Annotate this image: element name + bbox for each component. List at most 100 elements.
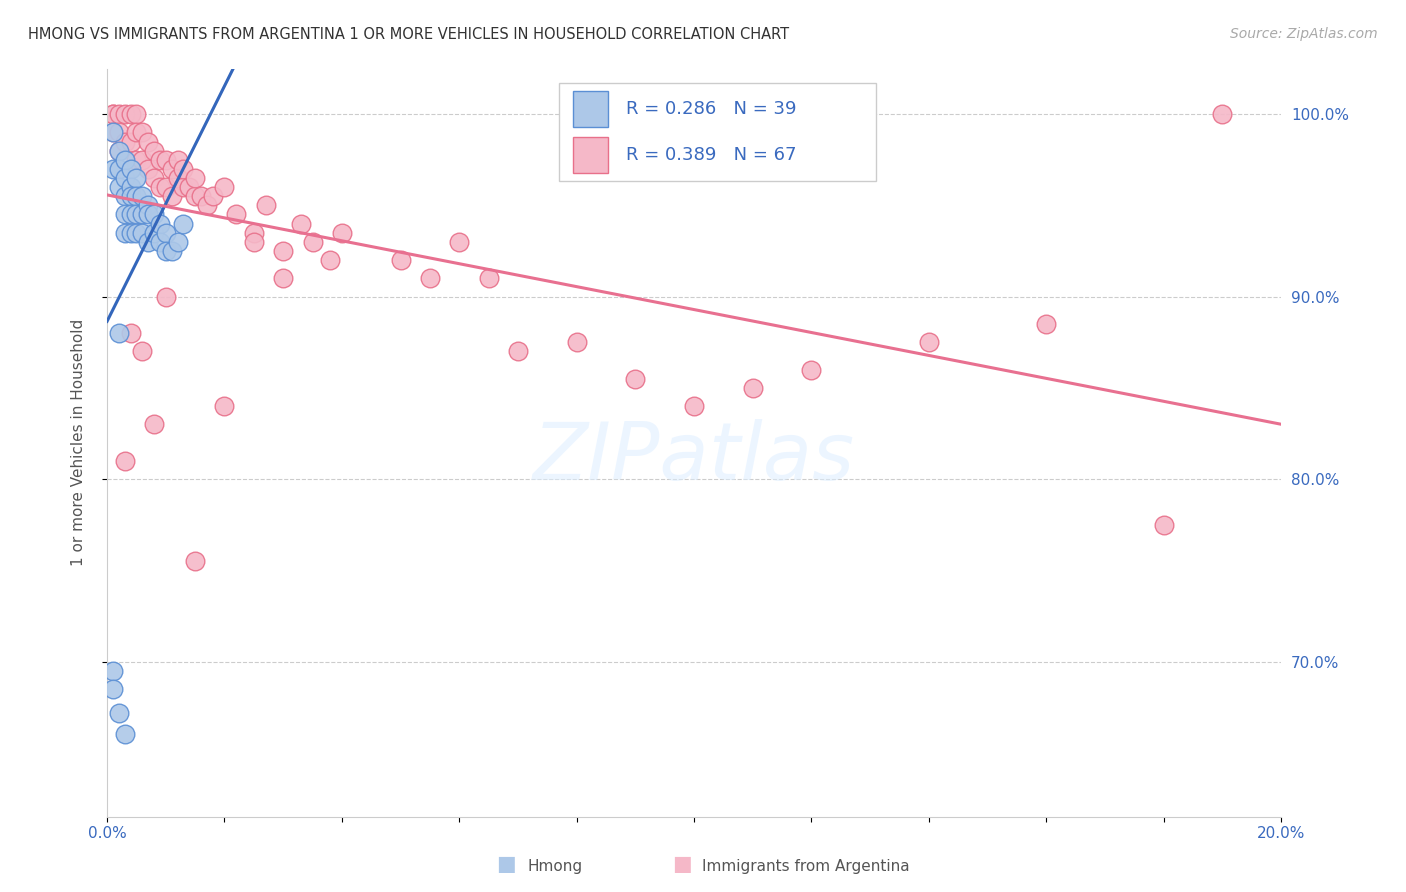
Text: Source: ZipAtlas.com: Source: ZipAtlas.com xyxy=(1230,27,1378,41)
Point xyxy=(101,125,124,139)
Point xyxy=(108,125,131,139)
Point xyxy=(918,335,941,350)
Point xyxy=(114,454,136,468)
Point xyxy=(290,217,312,231)
Point xyxy=(330,226,353,240)
Point xyxy=(136,198,159,212)
Y-axis label: 1 or more Vehicles in Household: 1 or more Vehicles in Household xyxy=(72,319,86,566)
Point xyxy=(1035,317,1057,331)
Point xyxy=(243,226,266,240)
Text: Immigrants from Argentina: Immigrants from Argentina xyxy=(702,860,910,874)
Point xyxy=(149,217,172,231)
Point xyxy=(389,253,412,268)
Point xyxy=(120,226,142,240)
Point xyxy=(160,189,183,203)
Point xyxy=(271,244,294,258)
Point xyxy=(114,207,136,221)
Point xyxy=(101,161,124,176)
Point xyxy=(190,189,212,203)
Text: ZIPatlas: ZIPatlas xyxy=(533,418,855,497)
Point xyxy=(125,125,148,139)
Text: R = 0.286   N = 39: R = 0.286 N = 39 xyxy=(626,100,796,119)
Point xyxy=(179,180,201,194)
Point xyxy=(131,344,153,359)
Point xyxy=(101,664,124,678)
Point xyxy=(101,125,124,139)
Point xyxy=(108,161,131,176)
Point xyxy=(136,207,159,221)
Point xyxy=(143,144,166,158)
Point xyxy=(254,198,277,212)
Point xyxy=(143,171,166,186)
Point xyxy=(172,180,194,194)
Point xyxy=(155,180,177,194)
Point xyxy=(136,135,159,149)
Point xyxy=(243,235,266,249)
Point xyxy=(201,189,224,203)
Point xyxy=(160,244,183,258)
Point xyxy=(136,161,159,176)
Point xyxy=(1153,517,1175,532)
Point xyxy=(506,344,529,359)
Point xyxy=(114,189,136,203)
Point xyxy=(131,125,153,139)
Point xyxy=(301,235,323,249)
Point xyxy=(149,153,172,167)
FancyBboxPatch shape xyxy=(574,137,609,173)
Point xyxy=(449,235,471,249)
Point xyxy=(166,235,188,249)
Point xyxy=(120,207,142,221)
Point xyxy=(125,207,148,221)
Point xyxy=(108,107,131,121)
Point xyxy=(155,244,177,258)
Point xyxy=(143,417,166,432)
Point xyxy=(131,153,153,167)
Point xyxy=(114,226,136,240)
Point xyxy=(478,271,501,285)
Point xyxy=(166,171,188,186)
Text: Hmong: Hmong xyxy=(527,860,582,874)
Text: R = 0.389   N = 67: R = 0.389 N = 67 xyxy=(626,146,796,164)
Point xyxy=(108,144,131,158)
Point xyxy=(172,217,194,231)
Point xyxy=(108,180,131,194)
Point xyxy=(101,107,124,121)
Point xyxy=(114,727,136,741)
Point xyxy=(131,207,153,221)
Point xyxy=(624,372,647,386)
Point xyxy=(149,235,172,249)
Point xyxy=(565,335,588,350)
Point xyxy=(101,107,124,121)
Point xyxy=(125,171,148,186)
Point xyxy=(155,153,177,167)
Point xyxy=(120,180,142,194)
Point xyxy=(120,326,142,340)
Point xyxy=(125,189,148,203)
Point xyxy=(120,107,142,121)
Point xyxy=(125,226,148,240)
Point xyxy=(160,161,183,176)
Point xyxy=(125,107,148,121)
Point xyxy=(741,381,763,395)
Point xyxy=(131,189,153,203)
Point xyxy=(195,198,218,212)
Point xyxy=(184,189,207,203)
Point xyxy=(184,171,207,186)
Point xyxy=(319,253,342,268)
Point xyxy=(1211,107,1233,121)
Point xyxy=(120,189,142,203)
Point xyxy=(271,271,294,285)
Point xyxy=(419,271,441,285)
Text: ■: ■ xyxy=(496,854,516,873)
Point xyxy=(114,153,136,167)
Point xyxy=(114,171,136,186)
Point xyxy=(108,326,131,340)
Point xyxy=(149,180,172,194)
Point xyxy=(143,207,166,221)
Point xyxy=(800,362,823,376)
Point xyxy=(131,226,153,240)
Point xyxy=(114,135,136,149)
Point xyxy=(155,226,177,240)
Point xyxy=(143,226,166,240)
Point xyxy=(136,235,159,249)
